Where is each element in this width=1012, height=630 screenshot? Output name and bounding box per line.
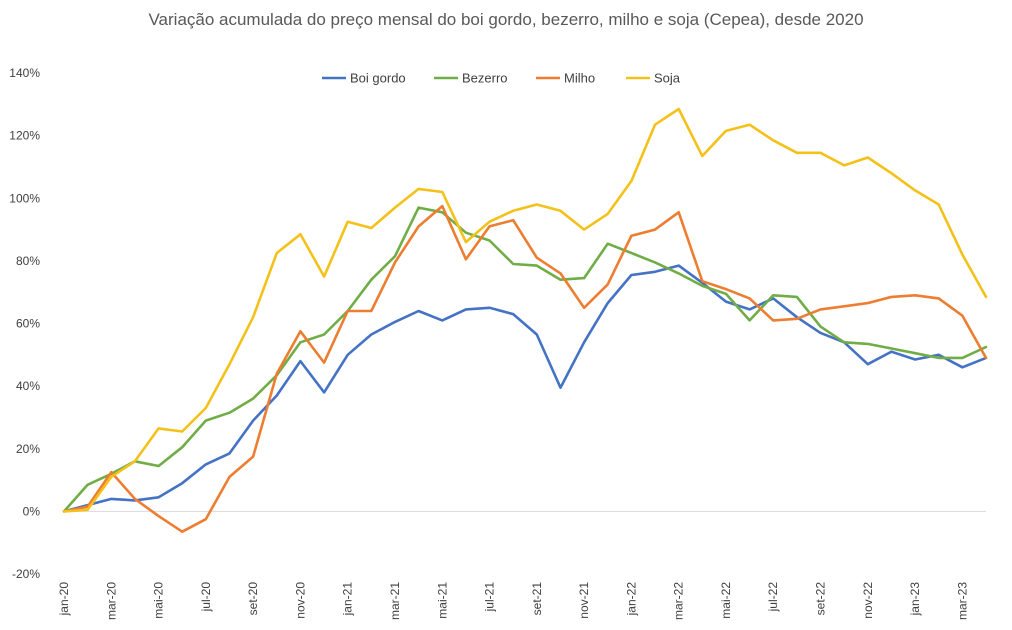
x-tick-label: jul-22 [766, 582, 780, 613]
legend-label: Boi gordo [350, 71, 406, 86]
series-line-milho [62, 204, 988, 534]
x-tick-label: mai-22 [719, 582, 733, 619]
legend-label: Soja [654, 71, 681, 86]
legend-label: Milho [564, 71, 595, 86]
x-tick-label: mar-21 [388, 582, 402, 620]
x-axis-ticks: jan-20 mar-20 mai-20 jul-20 set-20 nov-20 jan-… [57, 582, 969, 620]
x-tick-label: jan-20 [57, 582, 71, 617]
y-tick-label: 100% [9, 191, 40, 205]
x-tick-label: mai-20 [152, 582, 166, 619]
series-line-soja [62, 107, 988, 513]
x-tick-label: jan-22 [624, 582, 638, 617]
series-line-bezerro [62, 206, 988, 513]
y-tick-label: 140% [9, 66, 40, 80]
x-tick-label: set-20 [246, 582, 260, 616]
x-tick-label: jan-23 [908, 582, 922, 617]
x-tick-label: mai-21 [435, 582, 449, 619]
y-tick-label: 80% [16, 254, 40, 268]
y-tick-label: 40% [16, 379, 40, 393]
y-axis-ticks: -20% 0% 20% 40% 60% 80% 100% 120% 140% [9, 66, 40, 581]
series-lines [62, 107, 988, 534]
y-tick-label: 60% [16, 317, 40, 331]
legend-label: Bezerro [462, 71, 508, 86]
x-tick-label: nov-22 [861, 582, 875, 619]
x-tick-label: jul-20 [199, 582, 213, 613]
x-tick-label: jan-21 [341, 582, 355, 617]
chart-title: Variação acumulada do preço mensal do bo… [148, 10, 864, 29]
x-tick-label: set-21 [530, 582, 544, 616]
y-tick-label: 120% [9, 129, 40, 143]
series-line-boi-gordo [62, 264, 988, 513]
x-tick-label: nov-21 [577, 582, 591, 619]
x-tick-label: mar-23 [955, 582, 969, 620]
y-tick-label: -20% [12, 567, 40, 581]
x-tick-label: jul-21 [483, 582, 497, 613]
legend: Boi gordo Bezerro Milho Soja [322, 71, 681, 86]
x-tick-label: mar-22 [672, 582, 686, 620]
x-tick-label: mar-20 [104, 582, 118, 620]
y-tick-label: 0% [23, 504, 41, 518]
x-tick-label: set-22 [814, 582, 828, 616]
y-tick-label: 20% [16, 442, 40, 456]
x-tick-label: nov-20 [293, 582, 307, 619]
